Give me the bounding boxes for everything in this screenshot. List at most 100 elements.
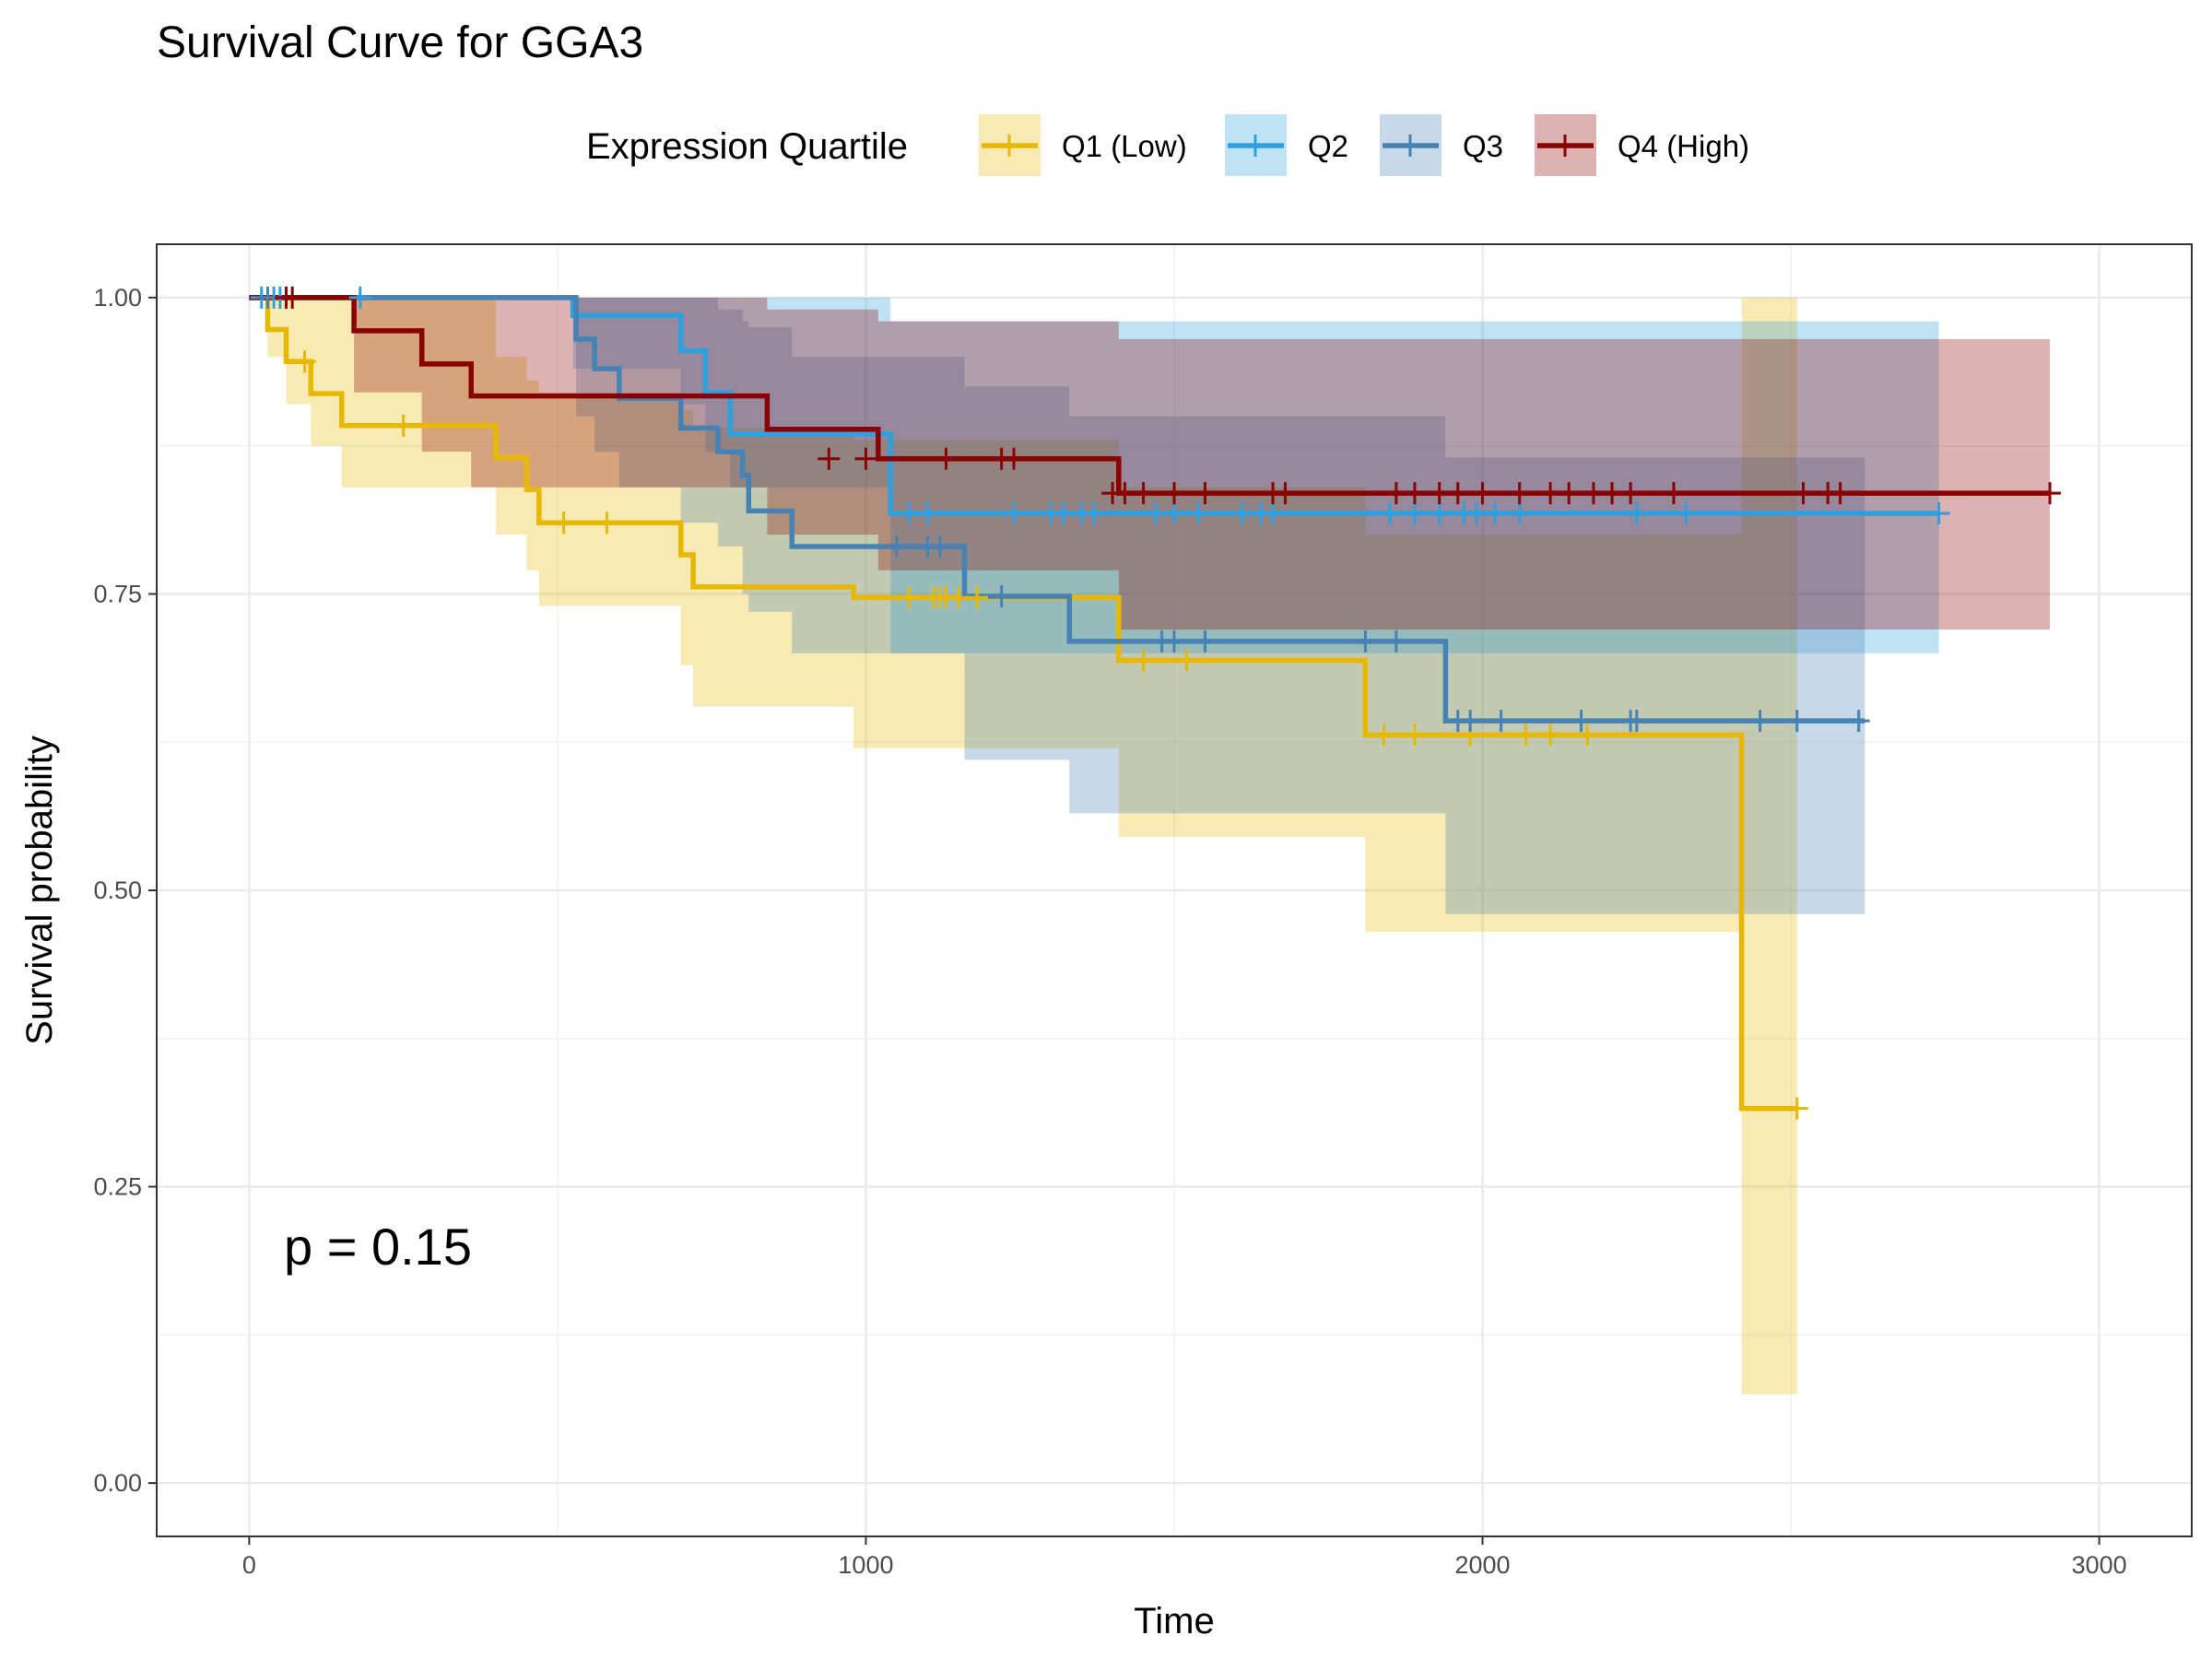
censor-mark-q1-low — [293, 350, 316, 373]
censor-mark-q2 — [1083, 501, 1106, 524]
censor-mark-q2 — [1428, 501, 1451, 524]
band-q2 — [249, 297, 1939, 653]
legend: Expression Quartile Q1 (Low) Q2 Q3 Q4 (High… — [586, 114, 1749, 176]
censor-mark-q2 — [1675, 501, 1698, 524]
y-tick-label: 0.00 — [93, 1469, 142, 1497]
censor-mark-q1-low — [1539, 724, 1562, 747]
legend-label-q4-high: Q4 (High) — [1618, 129, 1749, 163]
censor-mark-q4-high — [1428, 482, 1451, 505]
censor-mark-q2 — [1163, 501, 1185, 524]
censor-mark-q2 — [1483, 501, 1506, 524]
censor-mark-q4-high — [1003, 447, 1026, 470]
p-value-annotation: p = 0.15 — [284, 1218, 472, 1276]
censor-mark-q1-low — [392, 414, 415, 437]
y-tick-label: 0.75 — [93, 580, 142, 607]
censor-mark-q2 — [1144, 501, 1167, 524]
censor-mark-q1-low — [947, 586, 970, 609]
legend-label-q2: Q2 — [1308, 129, 1348, 163]
confidence-bands — [249, 297, 2051, 1394]
censor-mark-q2 — [898, 501, 921, 524]
censor-mark-q2 — [1927, 501, 1950, 524]
y-tick-label: 1.00 — [93, 284, 142, 312]
censor-mark-q1-low — [1514, 724, 1537, 747]
censor-mark-q4-high — [281, 286, 304, 309]
censor-mark-q2 — [916, 501, 939, 524]
censor-mark-q3 — [1489, 710, 1512, 733]
censor-mark-q3 — [256, 286, 279, 309]
legend-label-q1-low: Q1 (Low) — [1062, 129, 1187, 163]
band-q1-low — [249, 297, 1797, 1394]
censor-marks — [250, 286, 2062, 1120]
censor-mark-q3 — [1384, 629, 1407, 653]
censor-mark-q4-high — [1113, 482, 1136, 505]
curve-q4-high — [249, 295, 2051, 496]
censor-mark-q4-high — [1471, 482, 1494, 505]
censor-mark-q2 — [1508, 501, 1531, 524]
band-q4-high — [249, 297, 2051, 629]
censor-mark-q1-low — [1403, 724, 1426, 747]
censor-mark-q4-high — [1384, 482, 1407, 505]
censor-mark-q3 — [1847, 710, 1870, 733]
censor-mark-q3 — [1748, 710, 1771, 733]
censor-mark-q4-high — [1163, 482, 1185, 505]
censor-mark-q3 — [1459, 710, 1482, 733]
censor-mark-q3 — [928, 535, 951, 558]
censor-mark-q3 — [885, 535, 908, 558]
censor-mark-q2 — [1379, 501, 1402, 524]
censor-mark-q1-low — [965, 586, 988, 609]
censor-mark-q1-low — [1372, 724, 1395, 747]
censor-mark-q4-high — [1662, 482, 1685, 505]
censor-mark-q4-high — [1274, 482, 1297, 505]
censor-mark-q2 — [1465, 501, 1488, 524]
curve-q2 — [249, 295, 1939, 516]
censor-mark-q2 — [1003, 501, 1026, 524]
censor-mark-q4-high — [1132, 482, 1155, 505]
x-axis: 0 1000 2000 3000 — [242, 1536, 2127, 1579]
censor-mark-q3 — [1570, 710, 1593, 733]
censor-mark-q3 — [1194, 629, 1217, 653]
x-axis-title: Time — [1134, 1601, 1214, 1641]
censor-mark-q4-high — [1582, 482, 1605, 505]
censor-mark-q4-high — [1194, 482, 1217, 505]
censor-mark-q3 — [990, 585, 1013, 608]
censor-mark-q1-low — [595, 512, 618, 535]
censor-mark-q2 — [1052, 501, 1075, 524]
legend-label-q3: Q3 — [1463, 129, 1503, 163]
y-tick-label: 0.25 — [93, 1173, 142, 1201]
censor-mark-q2 — [1403, 501, 1426, 524]
censor-mark-q2 — [1230, 501, 1253, 524]
censor-mark-q3 — [1163, 629, 1185, 653]
legend-title: Expression Quartile — [586, 126, 908, 167]
censor-mark-q2 — [1187, 501, 1210, 524]
censor-mark-q4-high — [1403, 482, 1426, 505]
censor-mark-q4-high — [1792, 482, 1815, 505]
censor-mark-q1-low — [1576, 724, 1599, 747]
grid — [157, 244, 2192, 1536]
censor-mark-q3 — [1625, 710, 1648, 733]
censor-mark-q1-low — [1785, 1097, 1808, 1120]
censor-mark-q4-high — [1829, 482, 1852, 505]
y-axis-title: Survival probability — [19, 735, 60, 1045]
curve-q3 — [249, 295, 1865, 724]
censor-mark-q4-high — [1539, 482, 1562, 505]
censor-mark-q1-low — [1132, 649, 1155, 672]
censor-mark-q4-high — [1601, 482, 1624, 505]
censor-mark-q2 — [1625, 501, 1648, 524]
censor-mark-q3 — [1785, 710, 1808, 733]
x-tick-label: 1000 — [838, 1551, 893, 1579]
censor-mark-q4-high — [1446, 482, 1469, 505]
censor-mark-q4-high — [1508, 482, 1531, 505]
censor-mark-q1-low — [1175, 649, 1198, 672]
censor-mark-q4-high — [1619, 482, 1642, 505]
censor-mark-q1-low — [552, 512, 575, 535]
censor-mark-q4-high — [854, 447, 877, 470]
y-axis: 0.00 0.25 0.50 0.75 1.00 — [93, 284, 157, 1497]
x-tick-label: 2000 — [1455, 1551, 1511, 1579]
x-tick-label: 0 — [242, 1551, 256, 1579]
chart-title: Survival Curve for GGA3 — [157, 18, 643, 67]
censor-mark-q2 — [348, 286, 371, 309]
censor-mark-q4-high — [2039, 482, 2062, 505]
censor-mark-q4-high — [1558, 482, 1581, 505]
censor-mark-q2 — [1262, 501, 1285, 524]
